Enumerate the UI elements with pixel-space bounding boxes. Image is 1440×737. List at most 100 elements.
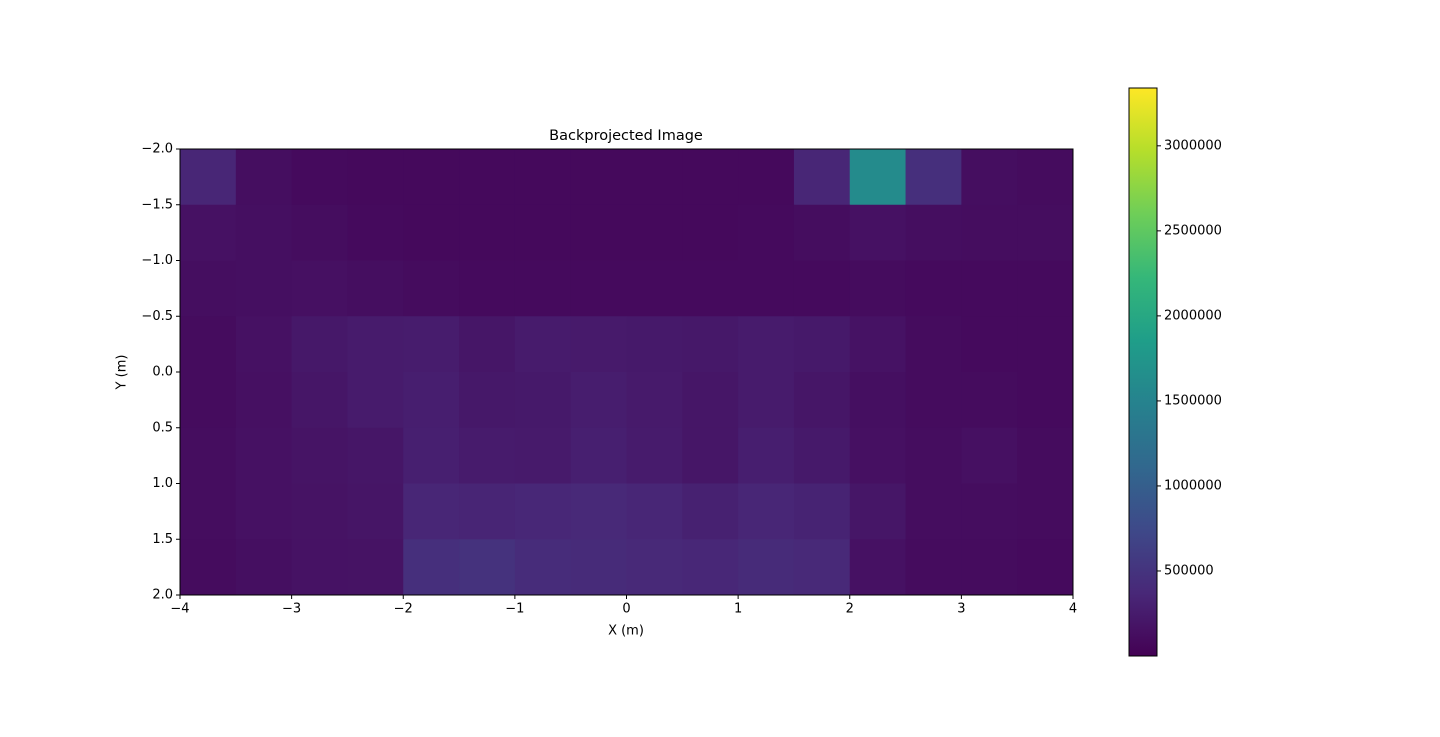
- y-tick-label: 2.0: [152, 588, 173, 603]
- heatmap-cell: [961, 316, 1018, 373]
- heatmap-cell: [459, 372, 516, 429]
- heatmap-cell: [738, 483, 795, 540]
- heatmap-cell: [626, 427, 683, 484]
- x-axis-label: X (m): [608, 624, 644, 639]
- heatmap-cell: [905, 427, 962, 484]
- y-tick-label: −1.5: [141, 197, 173, 212]
- heatmap-cell: [738, 316, 795, 373]
- heatmap-cell: [682, 204, 739, 261]
- x-tick-label: −1: [505, 602, 524, 617]
- heatmap-cell: [905, 539, 962, 596]
- heatmap-cell: [180, 260, 237, 317]
- heatmap-cell: [849, 149, 907, 206]
- heatmap-cell: [180, 539, 237, 596]
- heatmap-cell: [793, 372, 851, 429]
- heatmap-cell: [793, 204, 851, 261]
- heatmap-cell: [347, 483, 404, 540]
- heatmap-cell: [291, 149, 348, 206]
- heatmap-cell: [459, 260, 516, 317]
- heatmap-cell: [459, 427, 516, 484]
- heatmap-cell: [291, 372, 348, 429]
- heatmap-cell: [570, 372, 627, 429]
- heatmap-cell: [793, 149, 851, 206]
- heatmap-cell: [793, 316, 851, 373]
- heatmap-cell: [849, 539, 907, 596]
- heatmap-cell: [961, 427, 1018, 484]
- heatmap-cell: [626, 149, 683, 206]
- colorbar-tick-label: 1000000: [1164, 478, 1222, 493]
- heatmap-cell: [905, 204, 962, 261]
- heatmap-cell: [738, 539, 795, 596]
- heatmap-cell: [235, 316, 293, 373]
- heatmap-cell: [291, 316, 348, 373]
- heatmap-cell: [235, 483, 293, 540]
- heatmap-cell: [682, 260, 739, 317]
- heatmap-cell: [570, 483, 627, 540]
- colorbar-tick-label: 2500000: [1164, 223, 1222, 238]
- heatmap-cell: [514, 260, 572, 317]
- heatmap-cell: [459, 204, 516, 261]
- x-tick-label: 1: [734, 602, 742, 617]
- heatmap-cell: [1017, 539, 1074, 596]
- heatmap-cell: [738, 260, 795, 317]
- heatmap-cell: [403, 483, 460, 540]
- heatmap-cell: [682, 427, 739, 484]
- heatmap-cell: [738, 427, 795, 484]
- heatmap-cell: [793, 539, 851, 596]
- heatmap-cell: [570, 149, 627, 206]
- heatmap-cell: [1017, 372, 1074, 429]
- colorbar-tick-label: 2000000: [1164, 308, 1222, 323]
- heatmap-cell: [403, 260, 460, 317]
- heatmap-cell: [961, 204, 1018, 261]
- heatmap-cell: [403, 372, 460, 429]
- heatmap-cell: [849, 316, 907, 373]
- heatmap-cell: [459, 149, 516, 206]
- heatmap-cell: [570, 260, 627, 317]
- heatmap-cell: [682, 149, 739, 206]
- heatmap-cell: [570, 427, 627, 484]
- heatmap-cell: [570, 539, 627, 596]
- x-tick-label: −3: [282, 602, 301, 617]
- heatmap-cell: [1017, 316, 1074, 373]
- heatmap-cell: [403, 149, 460, 206]
- heatmap-cell: [682, 539, 739, 596]
- heatmap-cell: [905, 372, 962, 429]
- heatmap-cell: [291, 427, 348, 484]
- heatmap-cell: [514, 149, 572, 206]
- heatmap-cell: [514, 316, 572, 373]
- heatmap-cell: [793, 427, 851, 484]
- heatmap-cell: [905, 483, 962, 540]
- heatmap-cell: [961, 149, 1018, 206]
- heatmap-cell: [180, 427, 237, 484]
- heatmap-cell: [403, 316, 460, 373]
- heatmap-cell: [849, 372, 907, 429]
- heatmap-cell: [793, 260, 851, 317]
- y-axis-label: Y (m): [115, 355, 130, 391]
- heatmap-cell: [180, 316, 237, 373]
- heatmap-cell: [291, 539, 348, 596]
- x-tick-label: −2: [394, 602, 413, 617]
- heatmap-cell: [849, 483, 907, 540]
- y-tick-label: −2.0: [141, 142, 173, 157]
- y-tick-label: 0.0: [152, 365, 173, 380]
- heatmap-cell: [570, 316, 627, 373]
- heatmap-cell: [682, 483, 739, 540]
- heatmap-cell: [961, 539, 1018, 596]
- colorbar-tick-label: 500000: [1164, 563, 1214, 578]
- heatmap-cell: [180, 372, 237, 429]
- heatmap-cell: [849, 204, 907, 261]
- heatmap-cell: [235, 427, 293, 484]
- heatmap-cell: [793, 483, 851, 540]
- heatmap-cell: [514, 372, 572, 429]
- heatmap-cell: [626, 372, 683, 429]
- heatmap-cell: [235, 204, 293, 261]
- y-tick-label: 1.0: [152, 476, 173, 491]
- heatmap-cell: [1017, 483, 1074, 540]
- heatmap-cell: [570, 204, 627, 261]
- heatmap-cell: [849, 260, 907, 317]
- heatmap-cell: [180, 149, 237, 206]
- heatmap-cell: [682, 316, 739, 373]
- heatmap-cell: [291, 204, 348, 261]
- heatmap-cell: [961, 260, 1018, 317]
- heatmap-cell: [347, 316, 404, 373]
